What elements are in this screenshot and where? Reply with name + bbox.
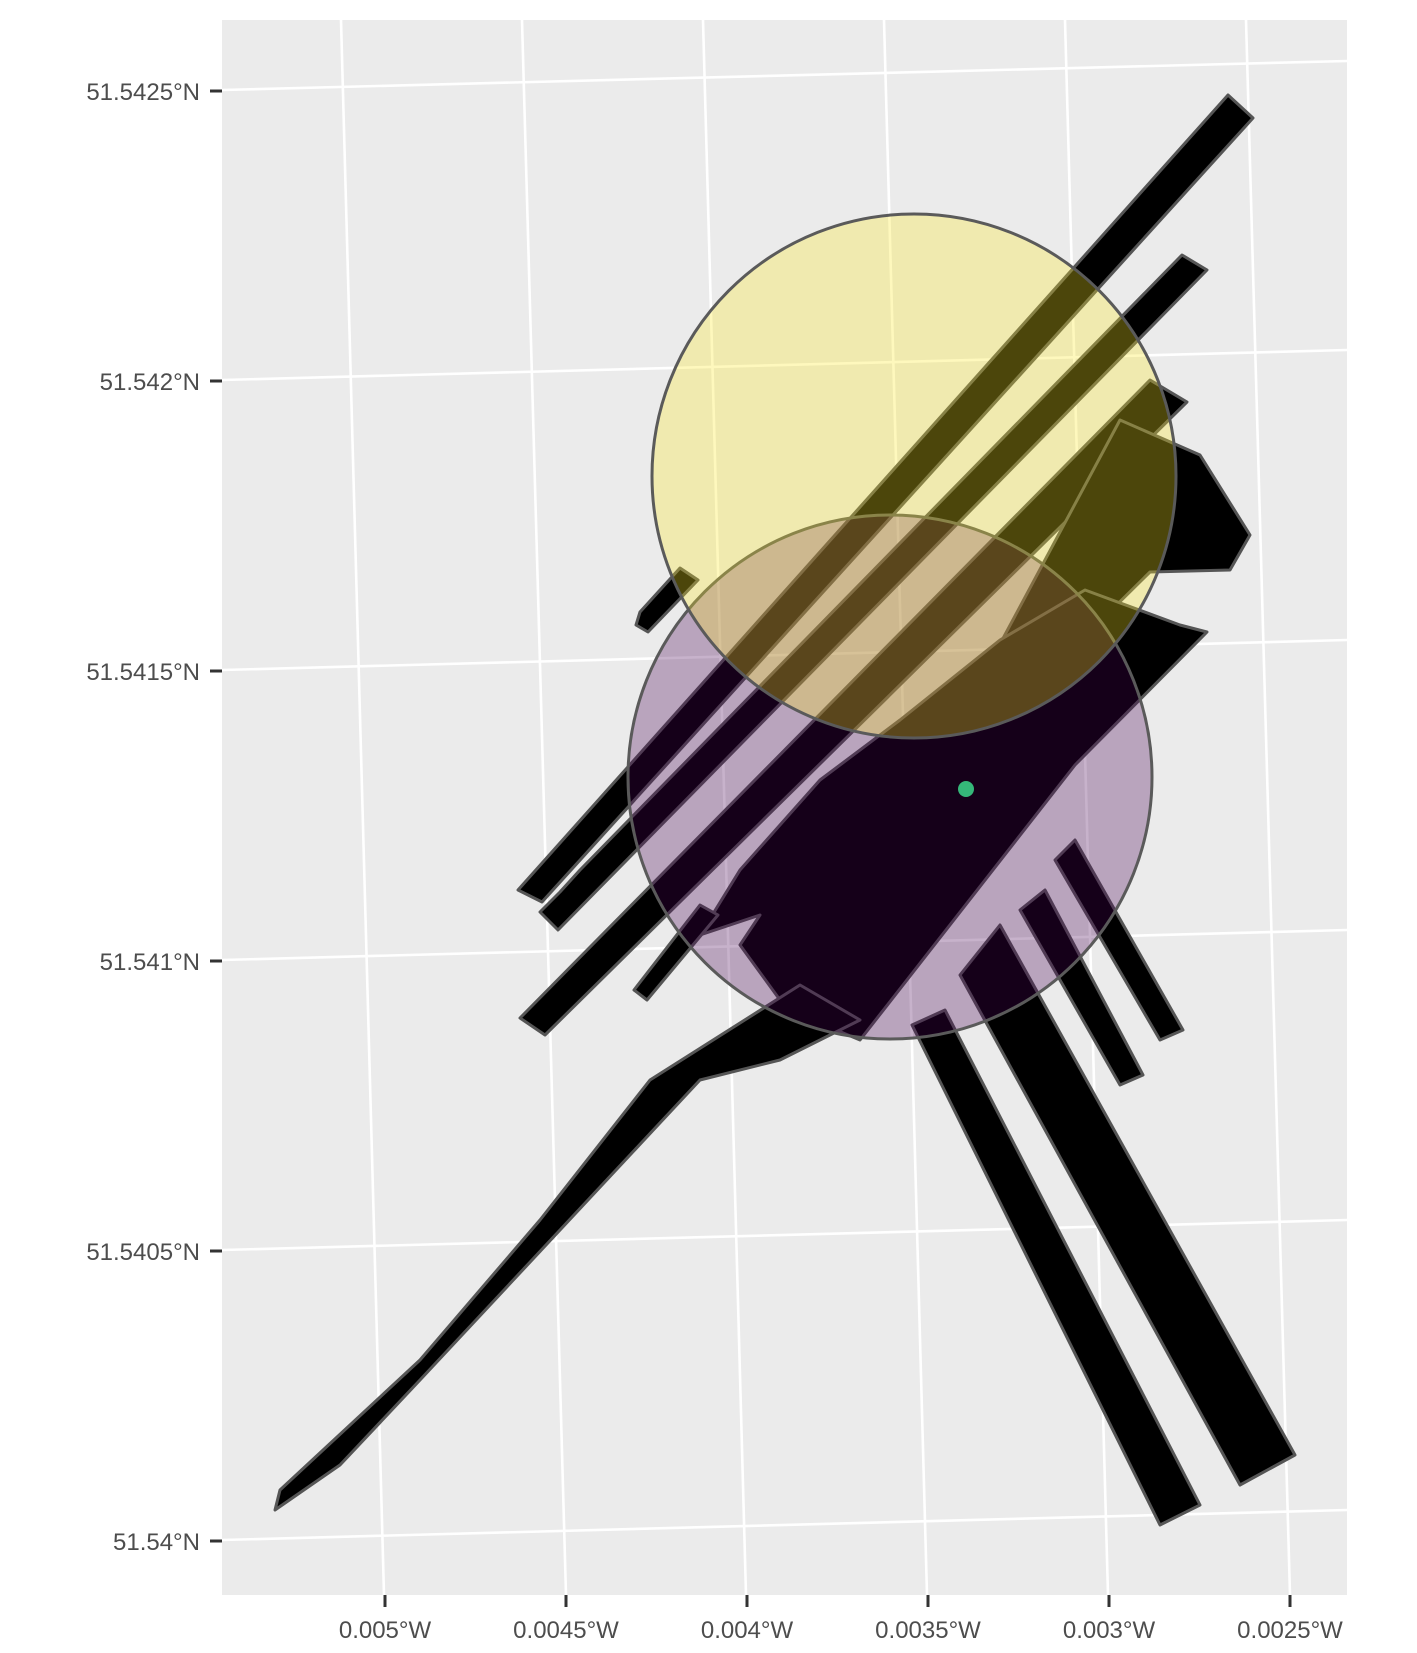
x-tick-label: 0.0035°W <box>875 1617 981 1644</box>
y-axis <box>210 89 222 1543</box>
building-central-block <box>698 588 1209 1042</box>
x-tick-label: 0.0025°W <box>1237 1617 1343 1644</box>
y-tick-label: 51.542°N <box>100 369 200 396</box>
building-strip-south-4 <box>1053 838 1185 1042</box>
graticule-lon-0-004 <box>701 19 748 1596</box>
y-axis-labels: 51.5425°N 51.542°N 51.5415°N 51.541°N 51… <box>86 79 200 1556</box>
y-tick-label: 51.5415°N <box>86 659 200 686</box>
y-tick-label: 51.5405°N <box>86 1239 200 1266</box>
graticule-lon-0-0045 <box>520 19 568 1596</box>
y-tick-label: 51.54°N <box>113 1529 200 1556</box>
graticule-lon-0-005 <box>339 19 386 1596</box>
y-tick-label: 51.541°N <box>100 949 200 976</box>
building-strip-south-1 <box>910 1008 1202 1527</box>
building-strip-south-3 <box>1018 888 1145 1087</box>
x-tick-label: 0.003°W <box>1063 1617 1156 1644</box>
buffer-circle-purple <box>626 513 1154 1041</box>
graticule-lon-0-0025 <box>1244 19 1292 1596</box>
building-diagonal-small-tab <box>634 566 700 634</box>
building-strip-south-2 <box>958 923 1297 1487</box>
y-tick-label: 51.5425°N <box>86 79 200 106</box>
x-axis-labels: 0.005°W 0.0045°W 0.004°W 0.0035°W 0.003°… <box>339 1617 1343 1644</box>
x-tick-label: 0.005°W <box>339 1617 432 1644</box>
buffer-circle-yellow <box>650 212 1178 740</box>
graticule-lat-51-542 <box>221 348 1348 382</box>
graticule-lat-51-5425 <box>221 59 1348 92</box>
centroid-point <box>958 781 974 797</box>
x-tick-label: 0.004°W <box>701 1617 794 1644</box>
building-polygons <box>273 93 1297 1527</box>
x-axis <box>383 1595 1292 1607</box>
building-long-diagonal-top <box>516 93 1255 904</box>
building-long-southwest <box>273 983 862 1512</box>
building-slim-west <box>632 903 720 1002</box>
building-diagonal-2 <box>538 253 1209 932</box>
x-tick-label: 0.0045°W <box>513 1617 619 1644</box>
building-diagonal-3 <box>518 378 1189 1037</box>
